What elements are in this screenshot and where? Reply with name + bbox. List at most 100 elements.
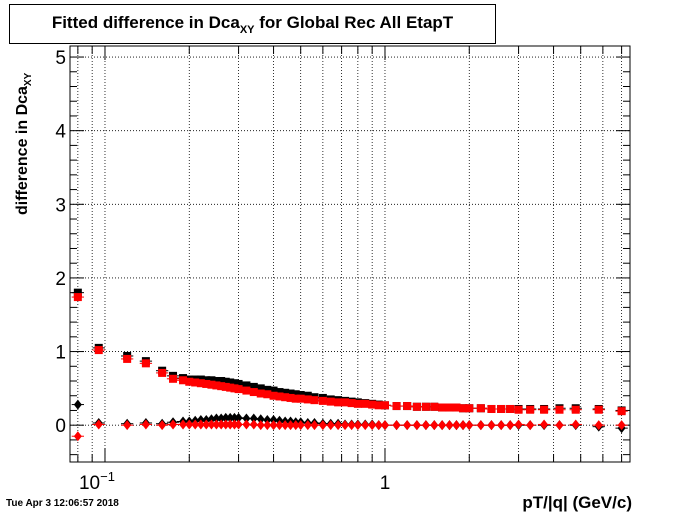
data-point-square <box>221 377 230 386</box>
data-point-diamond <box>169 419 178 430</box>
data-point-diamond <box>234 419 243 430</box>
data-point-square <box>594 405 603 414</box>
data-point-diamond <box>263 415 272 426</box>
data-point-diamond <box>571 419 580 430</box>
data-point-square <box>465 404 474 413</box>
data-point-square <box>476 404 485 413</box>
data-point-square <box>452 403 461 412</box>
data-point-diamond <box>445 420 454 431</box>
plot-frame <box>69 45 631 463</box>
data-point-diamond <box>594 420 603 431</box>
chart-title-subscript: XY <box>239 23 255 36</box>
data-point-diamond <box>487 420 496 431</box>
timestamp: Tue Apr 3 12:06:57 2018 <box>6 498 119 509</box>
data-point-diamond <box>452 420 461 431</box>
data-point-square <box>497 404 506 413</box>
data-point-square <box>207 380 216 389</box>
data-point-square <box>141 359 150 368</box>
x-tick-label: 10−1 <box>79 469 115 494</box>
data-point-diamond <box>540 419 549 430</box>
data-point-square <box>123 354 132 363</box>
data-point-square <box>169 374 178 383</box>
y-tick-label: 2 <box>55 269 66 290</box>
data-point-diamond <box>256 420 265 431</box>
data-point-square <box>269 386 278 395</box>
data-point-square <box>540 405 549 414</box>
data-point-square <box>487 404 496 413</box>
data-point-diamond <box>310 420 319 431</box>
data-point-diamond <box>617 420 626 431</box>
data-point-square <box>286 393 295 402</box>
data-point-square <box>269 391 278 400</box>
data-point-square <box>256 389 265 398</box>
data-point-diamond <box>296 420 305 431</box>
data-point-square <box>368 400 377 409</box>
data-point-square <box>286 389 295 398</box>
data-point-square <box>234 379 243 388</box>
data-point-diamond <box>94 419 103 430</box>
data-point-diamond <box>526 420 535 431</box>
data-point-diamond <box>380 420 389 431</box>
data-point-square <box>94 346 103 355</box>
data-point-diamond <box>269 415 278 426</box>
data-point-square <box>506 404 515 413</box>
data-point-square <box>281 393 290 402</box>
data-point-diamond <box>497 420 506 431</box>
data-point-diamond <box>374 420 383 431</box>
data-point-square <box>217 377 226 386</box>
data-point-diamond <box>263 420 272 431</box>
y-tick-label: 0 <box>55 416 66 437</box>
data-point-square <box>445 403 454 412</box>
data-point-diamond <box>73 431 82 442</box>
data-point-square <box>212 381 221 390</box>
data-point-diamond <box>217 413 226 424</box>
data-point-square <box>226 383 235 392</box>
data-point-square <box>207 376 216 385</box>
data-points <box>71 288 628 442</box>
data-point-diamond <box>368 420 377 431</box>
data-point-diamond <box>438 420 447 431</box>
data-point-square <box>459 404 468 413</box>
data-point-diamond <box>242 419 251 430</box>
y-tick-labels: 0 1 2 3 4 5 <box>55 48 66 437</box>
data-point-square <box>226 378 235 387</box>
data-point-square <box>185 377 194 386</box>
data-point-square <box>242 386 251 395</box>
data-point-diamond <box>249 419 258 430</box>
data-point-diamond <box>207 414 216 425</box>
data-point-diamond <box>141 419 150 430</box>
data-point-diamond <box>555 420 564 431</box>
data-point-diamond <box>123 420 132 431</box>
y-axis-label-main: difference in Dca <box>14 86 31 215</box>
data-point-square <box>263 390 272 399</box>
data-point-diamond <box>421 420 430 431</box>
data-point-square <box>263 385 272 394</box>
data-point-square <box>571 405 580 414</box>
data-point-square <box>191 378 200 387</box>
x-tick-labels: 10−1 1 <box>79 469 390 494</box>
data-point-diamond <box>341 420 350 431</box>
y-tick-label: 5 <box>55 48 66 69</box>
data-point-diamond <box>465 420 474 431</box>
data-point-square <box>275 392 284 401</box>
data-point-square <box>361 399 370 408</box>
data-point-square <box>281 388 290 397</box>
data-point-square <box>158 368 167 377</box>
data-point-square <box>421 402 430 411</box>
data-point-diamond <box>361 420 370 431</box>
data-point-square <box>179 376 188 385</box>
data-point-square <box>347 399 356 408</box>
data-point-square <box>334 398 343 407</box>
x-axis-label: pT/|q| (GeV/c) <box>522 493 632 512</box>
data-point-square <box>617 407 626 416</box>
chart-title: Fitted difference in DcaXY for Global Re… <box>52 13 453 36</box>
x-tick-label: 1 <box>380 473 391 494</box>
data-point-square <box>249 388 258 397</box>
data-point-square <box>73 288 82 297</box>
data-point-square <box>430 402 439 411</box>
y-axis-label-subscript: XY <box>23 72 34 87</box>
data-point-square <box>230 384 239 393</box>
data-point-diamond <box>73 399 82 410</box>
data-point-diamond <box>459 420 468 431</box>
